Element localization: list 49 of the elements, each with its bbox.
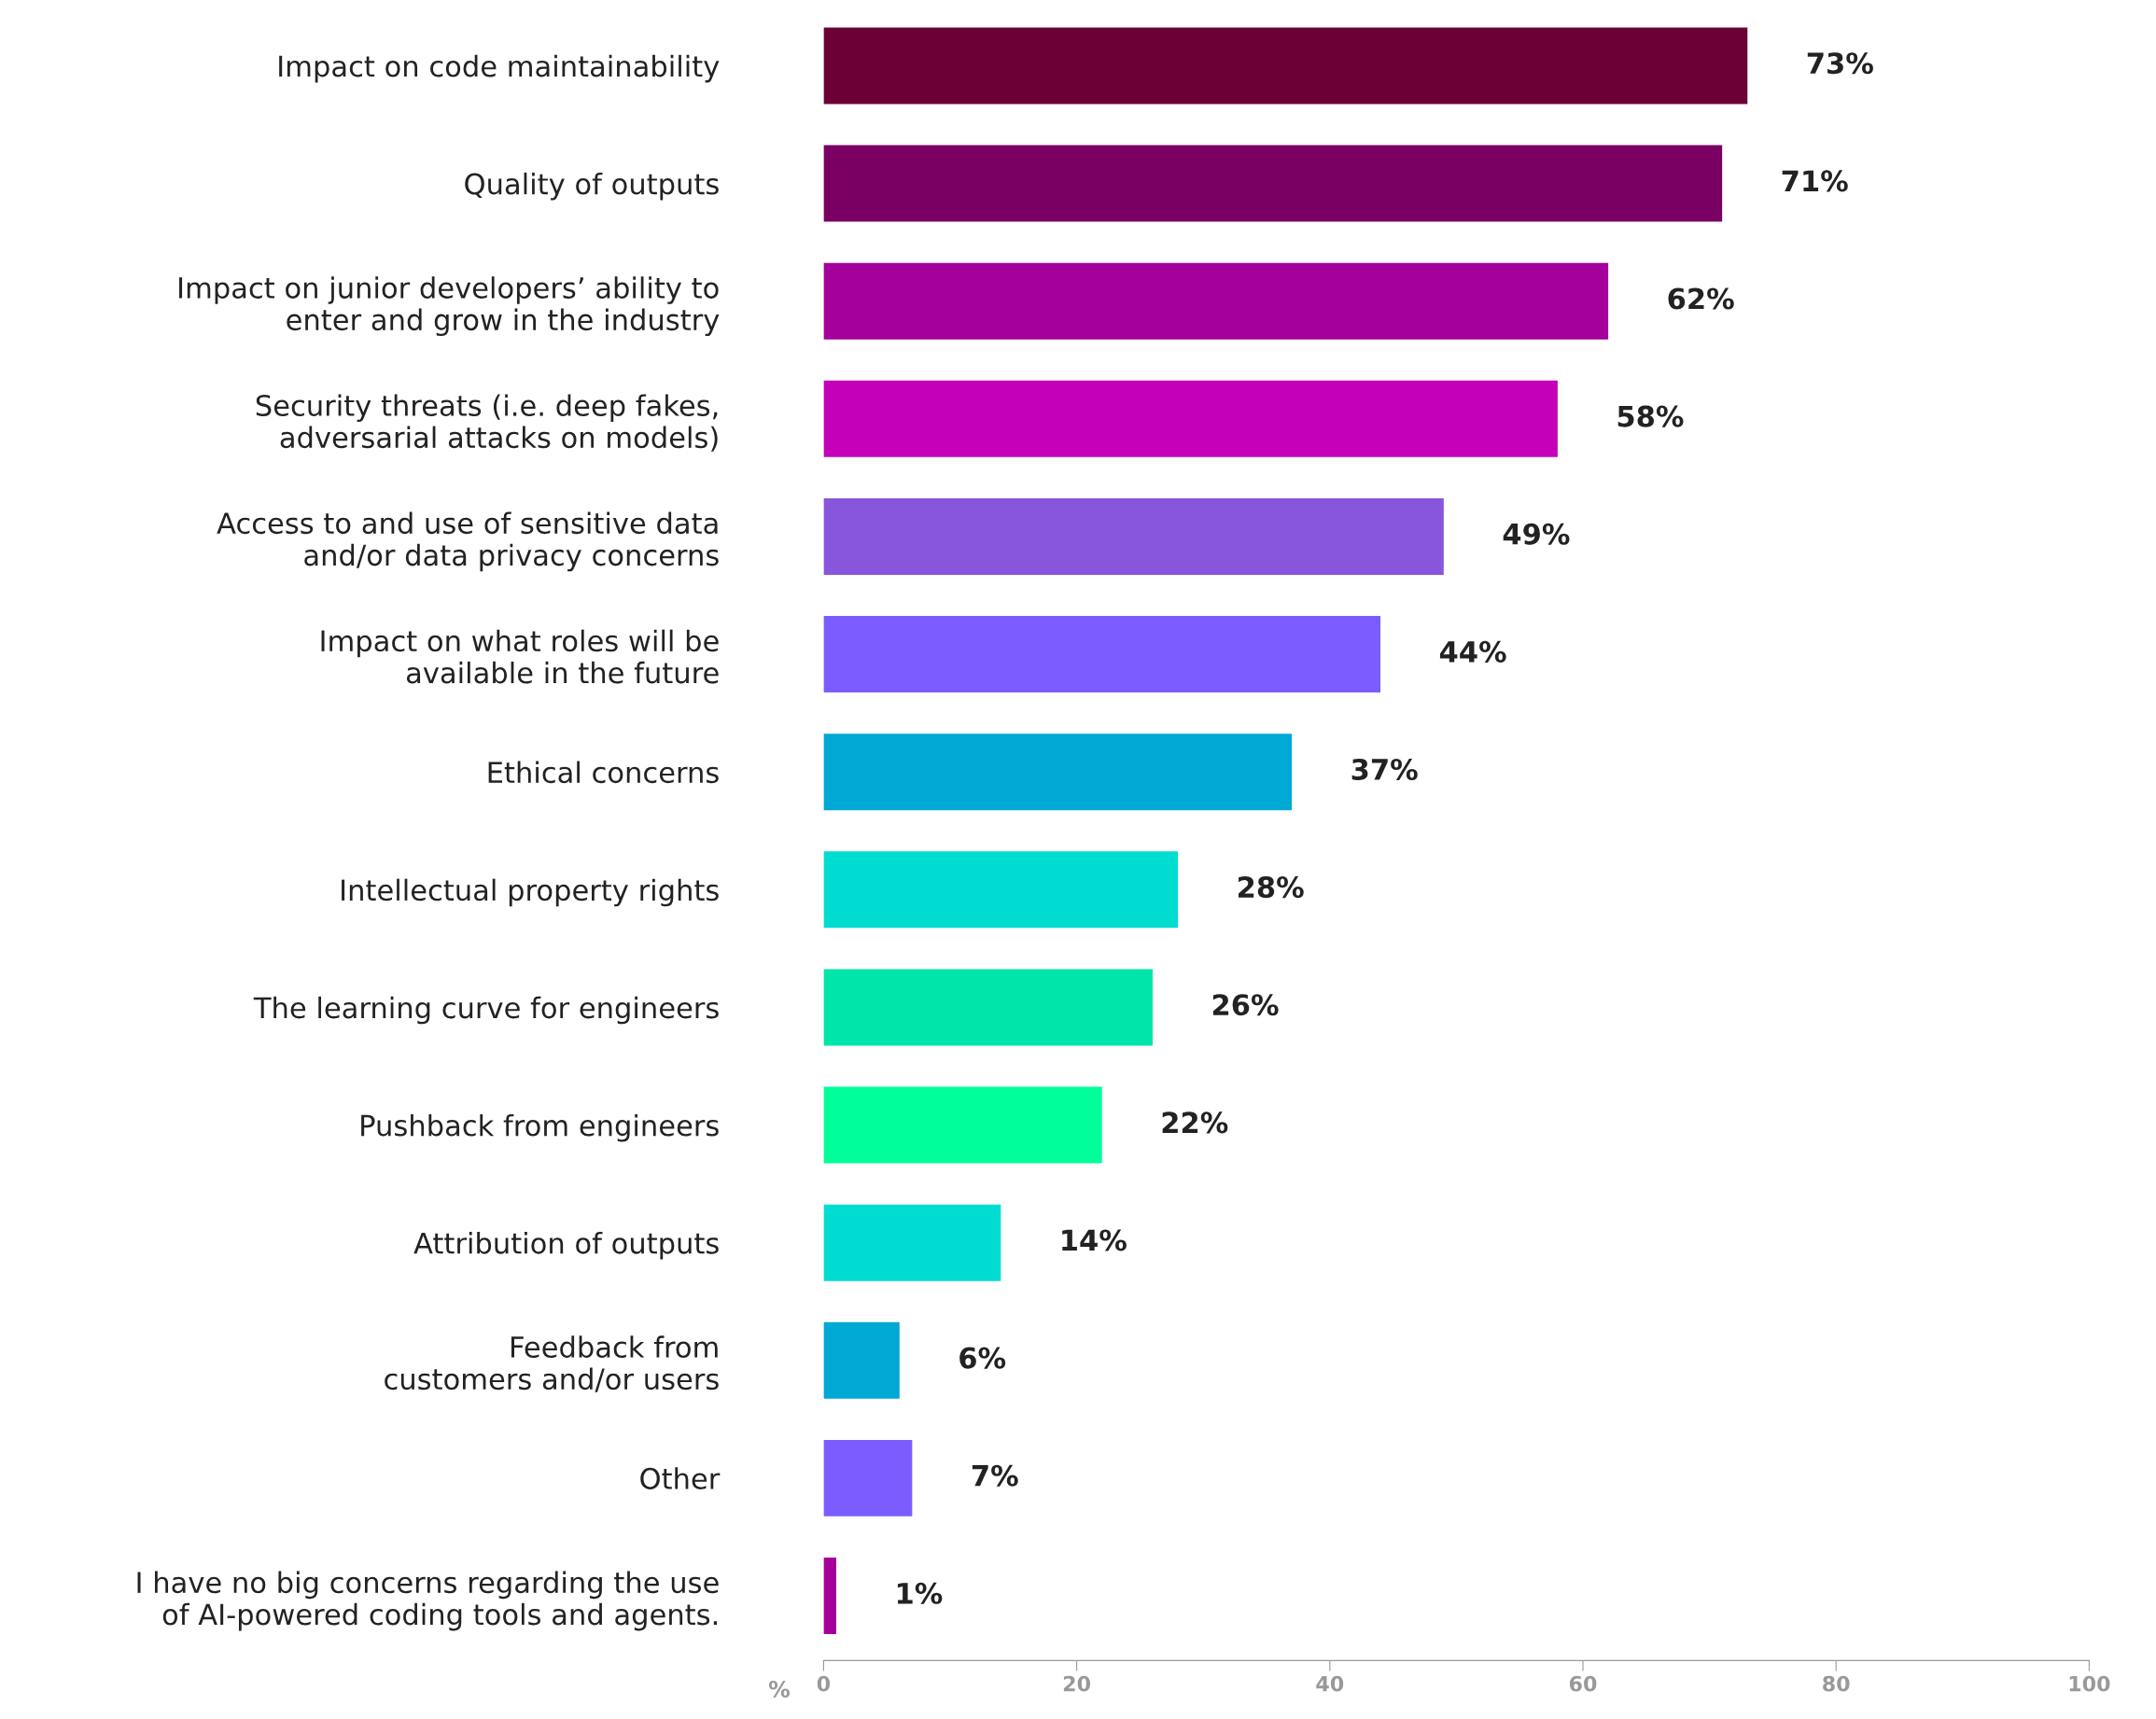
x-tick-label: 40 [1316,1675,1344,1692]
bar [823,851,1179,929]
data-label: 22% [1162,1111,1228,1134]
y-tick-label: Pushback from engineers [361,1113,719,1142]
bar [823,1558,836,1634]
data-label: 44% [1439,640,1506,663]
data-label: 6% [959,1347,1006,1369]
x-tick-label: 0 [817,1675,831,1692]
data-label: 71% [1782,170,1848,192]
x-tick-label: 80 [1823,1675,1850,1692]
data-label: 1% [897,1582,943,1604]
bar [823,497,1444,575]
data-label: 26% [1212,994,1279,1016]
y-tick-label: Quality of outputs [465,172,719,201]
bar [823,1086,1102,1164]
data-label: 58% [1617,405,1684,427]
y-tick-label: The learning curve for engineers [253,996,719,1025]
y-tick-label: Attribution of outputs [413,1232,719,1260]
bar [823,380,1558,457]
y-tick-label: Other [640,1467,721,1489]
x-tick-label: 100 [2069,1675,2110,1692]
bar [823,145,1723,222]
bar [823,1321,900,1399]
y-tick-label: Feedback from customers and/or users [385,1335,719,1392]
bar [823,969,1153,1046]
data-label: 28% [1239,876,1304,899]
data-label: 62% [1668,287,1734,310]
bar [823,27,1748,105]
y-tick-label: Impact on what roles will be available in the future [321,629,719,684]
data-label: 49% [1503,523,1570,545]
bar [823,262,1609,340]
y-tick-label: I have no big concerns regarding the use of AI-powered coding tools and agents. [137,1571,719,1631]
y-tick-label: Impact on junior developers’ ability to enter and grow in the industry [179,276,720,337]
x-tick-label: 60 [1569,1675,1597,1692]
y-tick-label: Ethical concerns [488,761,719,784]
data-label: 37% [1351,758,1418,781]
data-label: 7% [972,1464,1018,1487]
y-tick-label: Intellectual property rights [342,878,719,907]
x-tick-label: 20 [1063,1675,1091,1692]
data-label: 14% [1062,1229,1127,1251]
y-tick-label: Impact on code maintainability [279,54,720,83]
bar [823,616,1381,693]
bar [823,1439,913,1516]
bar [823,1204,1001,1281]
x-axis-title: % [768,1681,791,1698]
y-tick-label: Access to and use of sensitive data and/or data privacy concerns [217,511,719,572]
y-tick-label: Security threats (i.e. deep fakes, adversarial attacks on models) [256,394,718,452]
data-label: 73% [1807,52,1873,75]
bar [823,734,1293,811]
